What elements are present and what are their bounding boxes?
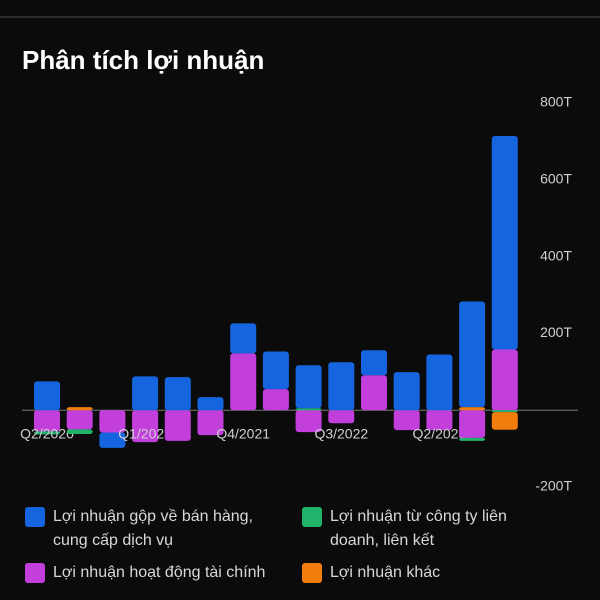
bar-segment: [459, 410, 486, 438]
bar-segment: [459, 301, 486, 408]
bar-segment: [393, 410, 420, 431]
bar-segment: [426, 354, 453, 411]
x-tick-label: Q4/2021: [216, 426, 270, 442]
bar-segment: [459, 407, 486, 411]
bar-segment: [328, 362, 355, 411]
x-tick-label: Q2/2020: [20, 426, 74, 442]
bar-segment: [132, 376, 159, 411]
bar-segment: [66, 429, 93, 435]
bar-segment: [164, 377, 191, 411]
bar-segment: [295, 408, 322, 411]
bar-segment: [34, 410, 60, 432]
bar-segment: [164, 410, 191, 441]
x-tick-label: Q1/2021: [118, 426, 172, 442]
bar-segment: [66, 410, 93, 430]
y-tick-label: 200T: [540, 324, 572, 340]
bar-segment: [295, 410, 322, 433]
bar-segment: [262, 389, 289, 411]
legend-label: Lợi nhuận gộp về bán hàng, cung cấp dịch…: [53, 508, 253, 549]
bar-segment: [295, 365, 322, 409]
bar-segment: [491, 136, 518, 350]
legend-swatch: [302, 563, 322, 583]
legend-label: Lợi nhuận hoạt động tài chính: [53, 564, 266, 581]
bar-segment: [262, 351, 289, 390]
bar-segment: [491, 349, 518, 411]
bar-segment: [361, 350, 387, 376]
bar-segment: [491, 410, 518, 413]
bar-segment: [99, 432, 126, 448]
bar-segment: [34, 431, 60, 435]
legend-swatch: [25, 563, 45, 583]
x-tick-label: Q2/2023: [413, 426, 467, 442]
legend-swatch: [25, 507, 45, 527]
chart-title: Phân tích lợi nhuận: [22, 45, 264, 75]
x-tick-label: Q3/2022: [314, 426, 368, 442]
bar-segment: [459, 437, 486, 441]
bar-segment: [197, 397, 224, 411]
legend-swatch: [302, 507, 322, 527]
legend-label: Lợi nhuận từ công ty liên doanh, liên kế…: [330, 508, 507, 549]
bar-segment: [328, 410, 355, 424]
bar-segment: [426, 410, 453, 431]
y-tick-label: 600T: [540, 171, 572, 187]
bar-segment: [66, 407, 93, 411]
legend-item: Lợi nhuận từ công ty liên doanh, liên kế…: [302, 505, 532, 553]
legend-item: Lợi nhuận gộp về bán hàng, cung cấp dịch…: [25, 505, 285, 553]
y-tick-label: -200T: [535, 478, 572, 494]
legend-item: Lợi nhuận khác: [302, 561, 532, 585]
bar-segment: [132, 410, 159, 443]
bar-segment: [197, 410, 224, 436]
bar-segment: [393, 372, 420, 411]
bar-segment: [34, 381, 60, 411]
legend-item: Lợi nhuận hoạt động tài chính: [25, 561, 285, 585]
bar-segment: [230, 353, 257, 411]
y-tick-label: 800T: [540, 94, 572, 110]
bar-segment: [230, 323, 257, 354]
bar-segment: [491, 412, 518, 430]
y-tick-label: 400T: [540, 247, 572, 263]
legend-label: Lợi nhuận khác: [330, 564, 441, 581]
bar-segment: [99, 410, 126, 433]
bar-segment: [361, 375, 387, 411]
